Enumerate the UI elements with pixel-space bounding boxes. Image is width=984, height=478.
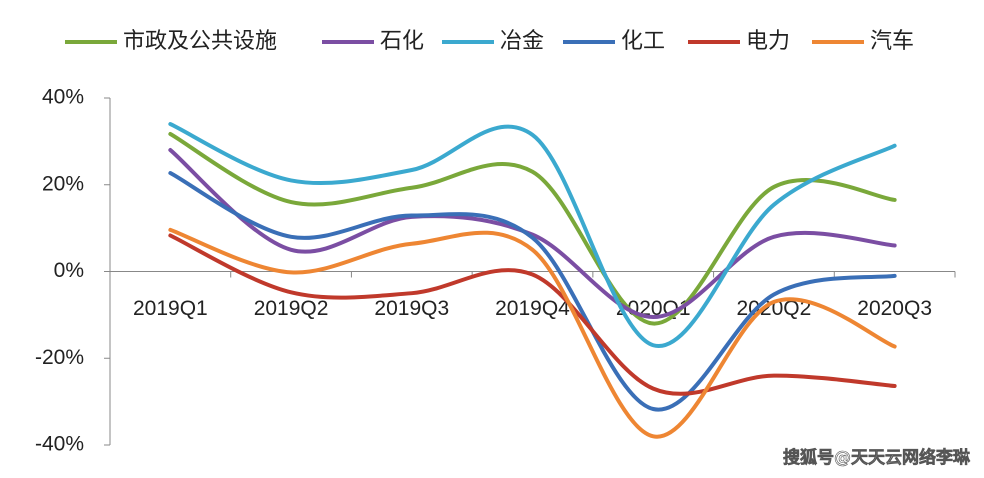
legend-label: 汽车 xyxy=(870,29,914,54)
y-tick-label: 40% xyxy=(42,86,84,109)
y-tick-label: -40% xyxy=(35,433,84,456)
series-line xyxy=(168,122,897,348)
x-tick-label: 2020Q3 xyxy=(857,297,932,320)
watermark: 搜狐号@天天云网络李琳 xyxy=(783,447,971,468)
x-tick-label: 2019Q4 xyxy=(495,297,570,320)
x-tick-label: 2019Q1 xyxy=(133,297,208,320)
legend-label: 石化 xyxy=(380,29,424,54)
series-line xyxy=(168,132,897,326)
legend-label: 电力 xyxy=(746,29,790,54)
series-line xyxy=(168,148,897,320)
y-tick-label: 0% xyxy=(54,259,84,282)
series-line xyxy=(168,227,897,439)
legend-label: 化工 xyxy=(621,29,665,54)
legend-label: 市政及公共设施 xyxy=(123,29,277,54)
x-tick-label: 2019Q2 xyxy=(254,297,329,320)
y-tick-label: -20% xyxy=(35,346,84,369)
legend-label: 冶金 xyxy=(500,29,544,54)
x-tick-label: 2019Q3 xyxy=(374,297,449,320)
y-tick-label: 20% xyxy=(42,172,84,195)
series-line xyxy=(168,233,897,396)
series-line xyxy=(168,171,897,412)
